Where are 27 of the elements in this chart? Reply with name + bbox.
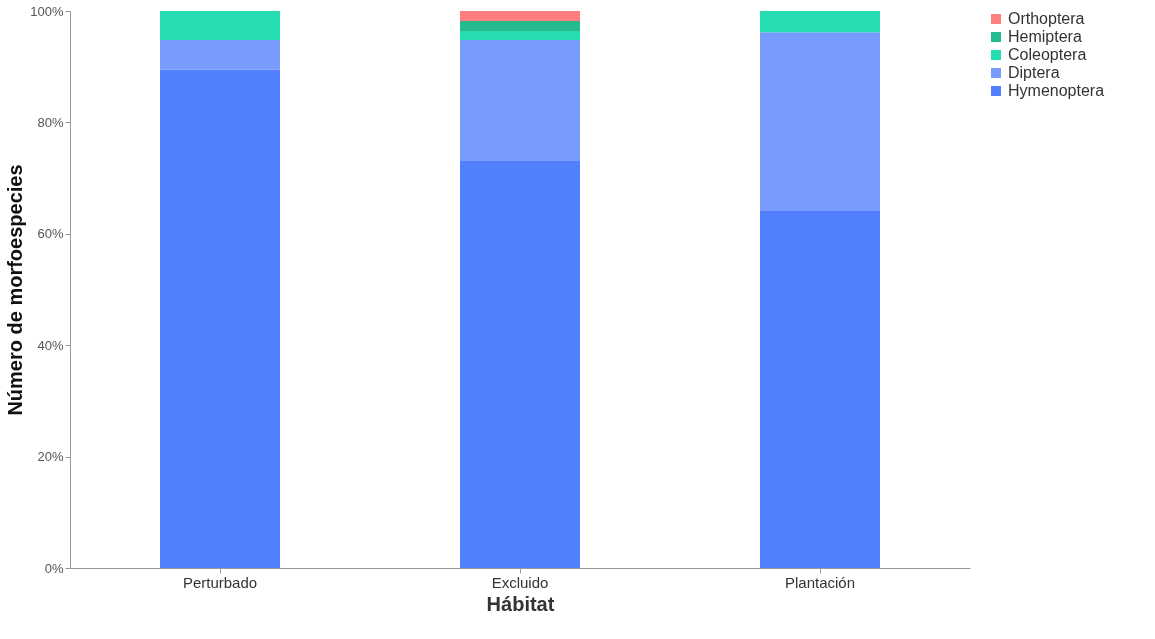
- bar: [460, 21, 580, 32]
- bar: [760, 210, 880, 568]
- legend-label: Hemiptera: [1008, 28, 1082, 45]
- bar: [460, 160, 580, 568]
- x-axis-title: Hábitat: [486, 592, 555, 615]
- bar: [760, 32, 880, 211]
- bar: [160, 69, 280, 568]
- y-tick-label: 100%: [30, 3, 64, 19]
- y-tick-label: 20%: [37, 449, 64, 465]
- x-tick-label: Excluido: [491, 573, 549, 591]
- y-axis-title: Número de morfoespecies: [4, 164, 27, 416]
- y-tick-label: 60%: [37, 226, 64, 242]
- y-tick-label: 80%: [37, 114, 64, 130]
- legend-label: Orthoptera: [1008, 10, 1085, 27]
- bar: [460, 31, 580, 40]
- legend-label: Diptera: [1008, 64, 1060, 81]
- bar: [460, 39, 580, 161]
- y-tick-label: 0%: [44, 560, 64, 576]
- x-tick-label: Perturbado: [182, 573, 258, 591]
- bar: [760, 11, 880, 33]
- legend-label: Coleoptera: [1008, 46, 1087, 63]
- bar: [160, 11, 280, 40]
- bar: [460, 11, 580, 22]
- bar: [160, 39, 280, 70]
- x-tick-label: Plantación: [784, 573, 856, 591]
- legend-label: Hymenoptera: [1008, 82, 1105, 99]
- y-tick-label: 40%: [37, 337, 64, 353]
